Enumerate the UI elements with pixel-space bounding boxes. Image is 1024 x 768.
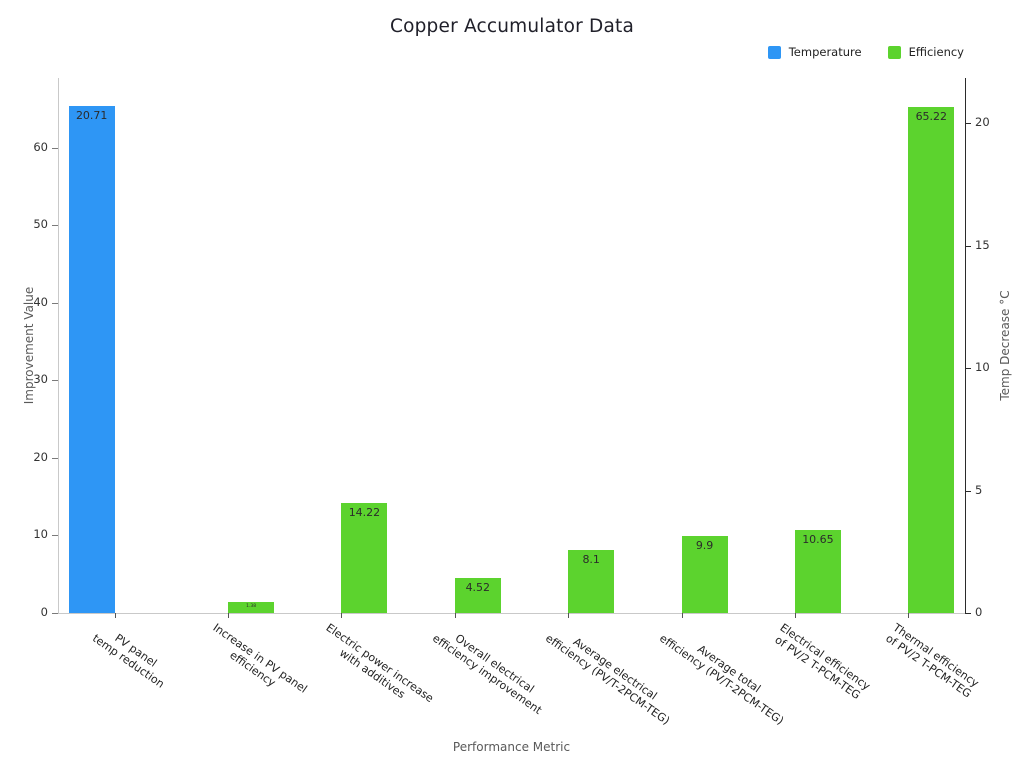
y-axis-tick-left xyxy=(52,147,58,149)
x-axis-tick xyxy=(114,613,116,618)
y-axis-tick-label-right: 10 xyxy=(975,360,990,375)
y-axis-tick-left xyxy=(52,535,58,537)
bar-efficiency-3: 4.52 xyxy=(454,577,501,613)
y-axis-tick-right xyxy=(965,368,971,370)
y-axis-tick-right xyxy=(965,613,971,614)
efficiency-swatch-icon xyxy=(887,45,901,59)
x-axis-tick xyxy=(908,613,910,618)
x-axis-tick xyxy=(228,613,230,618)
y-axis-tick-label-left: 50 xyxy=(33,217,48,232)
x-axis-category-label: Thermal efficiency of PV/2 T-PCM-TEG xyxy=(883,621,1000,701)
bar-value-label: 65.22 xyxy=(915,110,948,124)
y-axis-tick-right xyxy=(965,123,971,125)
x-axis-tick xyxy=(341,613,343,618)
x-axis-tick xyxy=(681,613,683,618)
y-axis-tick-label-right: 15 xyxy=(975,237,990,252)
x-axis-category-label: PV panel temp reduction xyxy=(90,621,189,691)
legend-item-efficiency: Efficiency xyxy=(887,45,964,59)
legend: Temperature Efficiency xyxy=(767,45,964,59)
y-axis-title-right: Temp Decrease °C xyxy=(998,290,1012,401)
x-axis-category-label-text: PV panel temp reduction xyxy=(89,631,167,692)
left-axis-spine xyxy=(58,78,59,613)
chart-title: Copper Accumulator Data xyxy=(389,16,635,37)
legend-label-temperature: Temperature xyxy=(788,45,862,59)
bar-value-label: 1.38 xyxy=(246,604,257,610)
y-axis-tick-right xyxy=(965,245,971,247)
x-axis-category-label-text: Overall electrical efficiency improvemen… xyxy=(429,631,544,718)
x-axis-category-label-text: Thermal efficiency of PV/2 T-PCM-TEG xyxy=(883,621,982,701)
bar-efficiency-1: 1.38 xyxy=(228,602,275,613)
y-axis-tick-label-left: 0 xyxy=(40,605,48,619)
y-axis-tick-label-right: 5 xyxy=(975,482,983,497)
bar-value-label: 14.22 xyxy=(348,505,381,519)
y-axis-tick-label-left: 30 xyxy=(33,372,48,387)
y-axis-tick-label-left: 10 xyxy=(33,527,48,542)
bar-efficiency-7: 65.22 xyxy=(908,107,955,613)
y-axis-tick-label-left: 60 xyxy=(33,139,48,154)
y-axis-tick-label-right: 20 xyxy=(975,115,990,130)
bar-value-label: 8.1 xyxy=(582,553,600,567)
x-axis-tick xyxy=(568,613,570,618)
y-axis-tick-right xyxy=(965,490,971,492)
y-axis-tick-label-right: 0 xyxy=(975,605,983,619)
temperature-swatch-icon xyxy=(767,45,781,59)
bar-efficiency-6: 10.65 xyxy=(794,530,841,613)
y-axis-tick-left xyxy=(52,302,58,304)
bar-efficiency-4: 8.1 xyxy=(568,550,615,613)
x-axis-category-label-text: Electrical efficiency of PV/2 T-PCM-TEG xyxy=(772,621,873,703)
bar-value-label: 4.52 xyxy=(465,580,491,594)
x-axis-category-label: Electrical efficiency of PV/2 T-PCM-TEG xyxy=(772,621,892,702)
legend-label-efficiency: Efficiency xyxy=(908,45,964,59)
bar-efficiency-5: 9.9 xyxy=(681,536,728,613)
bar-efficiency-2: 14.22 xyxy=(341,502,388,613)
legend-item-temperature: Temperature xyxy=(767,45,862,59)
y-axis-tick-label-left: 40 xyxy=(33,294,48,309)
y-axis-tick-label-left: 20 xyxy=(33,449,48,464)
y-axis-tick-left xyxy=(52,225,58,227)
x-axis-category-label-text: Electric power increase with additives xyxy=(323,621,437,706)
y-axis-tick-left xyxy=(52,380,58,382)
x-axis-category-label-text: Increase in PV panel efficiency xyxy=(210,621,310,696)
bar-temperature-0: 20.71 xyxy=(68,105,115,613)
bar-value-label: 9.9 xyxy=(695,539,714,553)
bottom-axis-spine xyxy=(58,613,965,614)
x-axis-tick xyxy=(454,613,456,618)
y-axis-tick-left xyxy=(52,613,58,614)
bar-value-label: 10.65 xyxy=(802,533,834,547)
y-axis-tick-left xyxy=(52,457,58,459)
x-axis-title: Performance Metric xyxy=(452,740,571,754)
x-axis-tick xyxy=(794,613,796,618)
right-axis-spine xyxy=(965,78,966,613)
bar-value-label: 20.71 xyxy=(75,108,108,122)
x-axis-category-label: Increase in PV panel efficiency xyxy=(211,621,330,696)
